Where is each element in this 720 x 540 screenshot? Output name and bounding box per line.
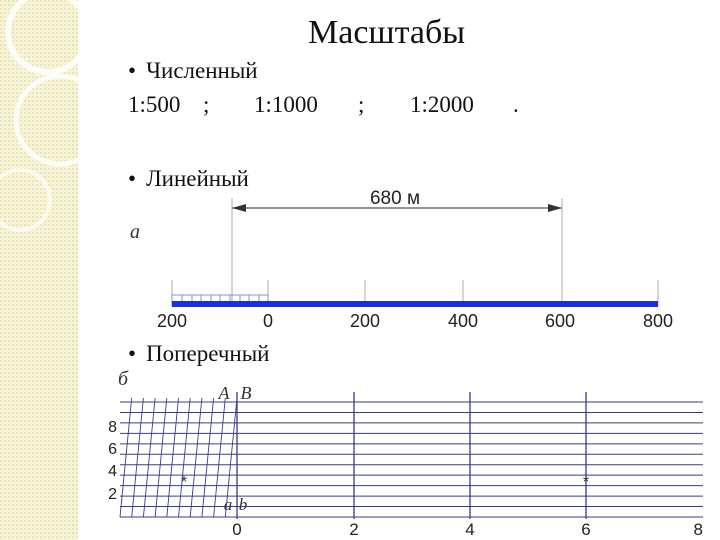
- linear-figure-label: а: [130, 221, 140, 243]
- numeric-separator-2: ;: [358, 92, 365, 117]
- marker-star-left: *: [181, 474, 187, 491]
- transverse-slanted-line: [142, 397, 156, 518]
- span-arrow-left-icon: [232, 204, 246, 212]
- transverse-slanted-line: [189, 397, 203, 518]
- linear-tick-label: 800: [643, 311, 673, 331]
- transverse-slanted-line: [131, 397, 144, 518]
- linear-tick-label: 600: [545, 311, 575, 331]
- transverse-x-label: 6: [581, 520, 590, 537]
- span-dimension-label: 680 м: [370, 188, 420, 209]
- transverse-y-label: 8: [108, 419, 117, 436]
- point-label-a-upper: А: [218, 383, 231, 403]
- numeric-separator-1: ;: [203, 92, 210, 117]
- point-label-b-upper: В: [241, 383, 252, 403]
- linear-tick-label: 200: [350, 311, 380, 331]
- linear-scale-figure: а 680 м 200 0 200 400 600 800: [130, 188, 673, 331]
- transverse-grid: [119, 392, 703, 519]
- bullet-linear: • Линейный: [128, 166, 249, 192]
- numeric-scale-1-2000: 1:2000: [410, 92, 474, 117]
- transverse-x-label: 4: [465, 520, 474, 537]
- linear-tick-label: 200: [157, 311, 187, 331]
- bullet-marker: •: [128, 166, 137, 191]
- transverse-figure-label: б: [118, 368, 129, 390]
- linear-scale-bar: [172, 301, 658, 307]
- transverse-slanted-line: [224, 397, 238, 518]
- point-label-a-lower: а: [224, 495, 233, 514]
- transverse-y-label: 2: [108, 486, 117, 503]
- transverse-slanted-line: [201, 397, 215, 518]
- transverse-slanted-line: [119, 397, 133, 518]
- bullet-marker: •: [128, 341, 137, 366]
- decorative-side-band: [0, 0, 78, 540]
- bullet-transverse: • Поперечный: [128, 341, 269, 367]
- transverse-scale-figure: б А В * * а b 8 6 4 2 0 2 4 6 8: [108, 368, 703, 537]
- bullet-numeric-label: Численный: [146, 58, 258, 83]
- transverse-slanted-line: [166, 397, 179, 518]
- marker-star-right: *: [583, 474, 589, 491]
- span-arrow-right-icon: [548, 204, 562, 212]
- slide-title: Масштабы: [308, 14, 466, 51]
- numeric-scale-1-1000: 1:1000: [254, 92, 318, 117]
- transverse-slanted-line: [154, 397, 168, 518]
- bullet-marker: •: [128, 58, 137, 83]
- point-label-b-lower: b: [239, 495, 248, 514]
- numeric-period: .: [513, 92, 519, 117]
- transverse-x-label: 8: [694, 520, 703, 537]
- transverse-y-label: 4: [108, 463, 117, 480]
- decorative-circles: [0, 0, 78, 540]
- bullet-transverse-label: Поперечный: [146, 341, 270, 366]
- transverse-y-label: 6: [108, 441, 117, 458]
- transverse-x-label: 2: [349, 520, 358, 537]
- transverse-slanted-line: [213, 397, 226, 518]
- bullet-numeric: • Численный: [128, 58, 258, 84]
- transverse-x-label: 0: [232, 520, 241, 537]
- linear-tick-label: 0: [263, 311, 273, 331]
- transverse-slanted-line: [178, 397, 191, 518]
- numeric-scale-1-500: 1:500: [128, 92, 181, 117]
- bullet-linear-label: Линейный: [146, 166, 249, 191]
- linear-tick-label: 400: [448, 311, 478, 331]
